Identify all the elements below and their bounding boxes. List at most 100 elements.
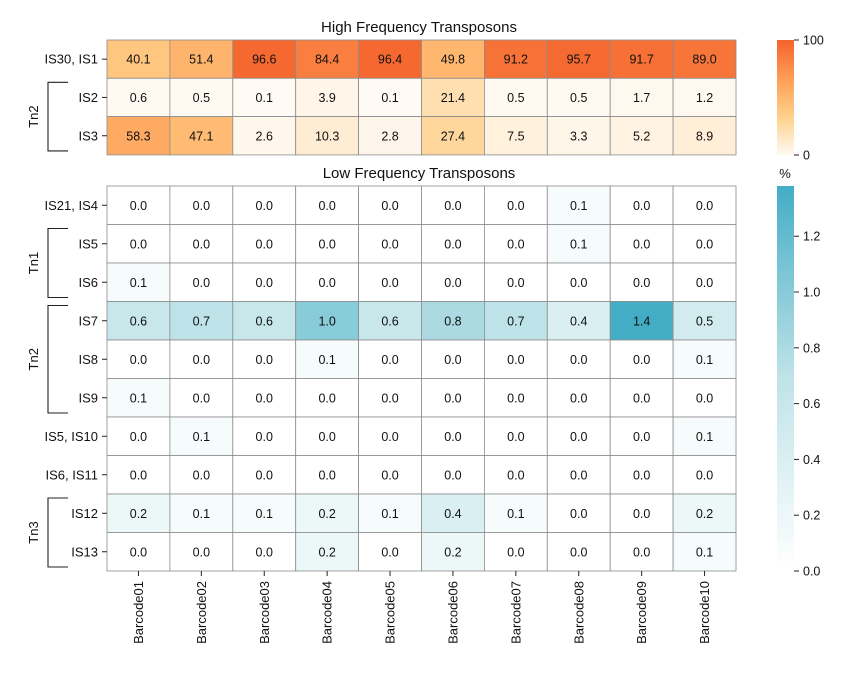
heatmap-cell <box>483 185 548 225</box>
cell-value-label: 0.0 <box>256 545 273 559</box>
cell-value-label: 47.1 <box>189 129 213 143</box>
group-label-tn2: Tn2 <box>26 348 41 370</box>
cell-value-label: 0.0 <box>381 276 398 290</box>
cell-value-label: 10.3 <box>315 129 339 143</box>
heatmap-cell <box>106 185 171 225</box>
heatmap-cell <box>483 532 548 572</box>
cell-value-label: 0.1 <box>570 199 587 213</box>
cell-value-label: 0.0 <box>444 468 461 482</box>
heatmap-cell <box>609 493 674 533</box>
cell-value-label: 0.0 <box>130 545 147 559</box>
cell-value-label: 0.0 <box>507 237 524 251</box>
cell-value-label: 0.0 <box>381 237 398 251</box>
colorbar-tick-label: 1.2 <box>803 230 820 244</box>
cell-value-label: 0.0 <box>130 353 147 367</box>
cell-value-label: 91.2 <box>504 53 528 67</box>
cell-value-label: 0.0 <box>130 430 147 444</box>
cell-value-label: 0.0 <box>570 391 587 405</box>
cell-value-label: 1.0 <box>318 314 335 328</box>
heatmap-cell <box>672 493 737 533</box>
heatmap-cell <box>106 532 171 572</box>
cell-value-label: 0.0 <box>318 237 335 251</box>
cell-value-label: 21.4 <box>441 91 465 105</box>
cell-value-label: 89.0 <box>692 53 716 67</box>
cell-value-label: 0.1 <box>381 507 398 521</box>
heatmap-cell <box>672 301 737 341</box>
heatmap-cell <box>546 339 611 379</box>
heatmap-cell <box>483 339 548 379</box>
heatmap-cell <box>421 416 485 456</box>
heatmap-cell <box>609 116 674 156</box>
heatmap-cell <box>421 339 485 379</box>
heatmap-cell <box>295 262 360 302</box>
row-label-is12: IS12 <box>71 506 98 521</box>
cell-value-label: 0.1 <box>130 391 147 405</box>
row-label-is5: IS5 <box>78 236 98 251</box>
cell-value-label: 0.0 <box>193 199 210 213</box>
colorbar-unit-label: % <box>779 166 791 181</box>
row-label-is30-is1: IS30, IS1 <box>45 52 98 67</box>
heatmap-cell <box>609 224 674 264</box>
cell-value-label: 0.0 <box>130 237 147 251</box>
cell-value-label: 0.1 <box>696 545 713 559</box>
cell-value-label: 0.0 <box>696 276 713 290</box>
cell-value-label: 0.2 <box>696 507 713 521</box>
heatmap-axes: IS30, IS1 IS2 IS3 Tn2 IS21, IS4 IS5 IS6 IS7 IS8 I… <box>26 52 712 644</box>
heatmap-cell <box>169 77 234 118</box>
heatmap-cell <box>232 262 297 302</box>
heatmap-cell <box>232 339 297 379</box>
cell-value-label: 96.4 <box>378 53 402 67</box>
cell-value-label: 0.0 <box>381 391 398 405</box>
colorbar-tick-label: 100 <box>803 34 824 48</box>
group-bracket-tn3: Tn3 <box>26 497 68 568</box>
heatmap-panel-low: 0.0 0.0 0.0 0.0 0.0 0.0 0.0 0.1 0.0 0.0 0.0 0.0 0.0 0… <box>106 185 737 572</box>
group-bracket-line <box>47 497 68 568</box>
heatmap-cell <box>483 301 548 341</box>
heatmap-cell <box>358 339 422 379</box>
cell-value-label: 2.6 <box>256 129 273 143</box>
column-label-barcode06: Barcode06 <box>445 581 460 644</box>
heatmap-cell <box>232 116 297 156</box>
group-bracket-tn1: Tn1 <box>26 227 68 299</box>
colorbars: 0 100 0.0 0.2 0.4 0.6 0.8 1.0 1.2 <box>777 34 824 579</box>
cell-value-label: 0.5 <box>570 91 587 105</box>
heatmap-cell <box>358 116 422 156</box>
cell-value-label: 27.4 <box>441 129 465 143</box>
heatmap-panel-high: 40.1 51.4 96.6 84.4 96.4 49.8 91.2 95.7 91.7 89.0… <box>106 39 737 156</box>
cell-value-label: 0.5 <box>696 314 713 328</box>
heatmap-cell <box>421 39 485 79</box>
heatmap-cell <box>169 116 234 156</box>
heatmap-cell <box>421 532 485 572</box>
heatmap-cell <box>358 493 422 533</box>
cell-value-label: 0.6 <box>256 314 273 328</box>
heatmap-cell <box>483 224 548 264</box>
heatmap-cell <box>672 416 737 456</box>
column-label-barcode04: Barcode04 <box>320 581 335 644</box>
cell-value-label: 0.0 <box>381 545 398 559</box>
cell-value-label: 0.2 <box>130 507 147 521</box>
heatmap-cell <box>295 301 360 341</box>
heatmap-cell <box>609 301 674 341</box>
cell-value-label: 0.0 <box>696 391 713 405</box>
cell-value-label: 0.0 <box>633 237 650 251</box>
cell-value-label: 0.0 <box>381 353 398 367</box>
heatmap-cell <box>546 301 611 341</box>
cell-value-label: 40.1 <box>126 53 150 67</box>
heatmap-cell <box>358 416 422 456</box>
heatmap-cell <box>232 493 297 533</box>
cell-value-label: 0.0 <box>570 353 587 367</box>
colorbar-tick-label: 0.0 <box>803 565 820 579</box>
cell-value-label: 58.3 <box>126 129 150 143</box>
column-label-barcode03: Barcode03 <box>257 581 272 644</box>
cell-value-label: 84.4 <box>315 53 339 67</box>
cell-value-label: 0.0 <box>381 468 398 482</box>
cell-value-label: 0.1 <box>570 237 587 251</box>
cell-value-label: 5.2 <box>633 129 650 143</box>
heatmap-cell <box>421 224 485 264</box>
cell-value-label: 1.7 <box>633 91 650 105</box>
heatmap-cell <box>546 116 611 156</box>
heatmap-cell <box>169 532 234 572</box>
heatmap-cell <box>546 455 611 495</box>
heatmap-cell <box>106 39 171 79</box>
